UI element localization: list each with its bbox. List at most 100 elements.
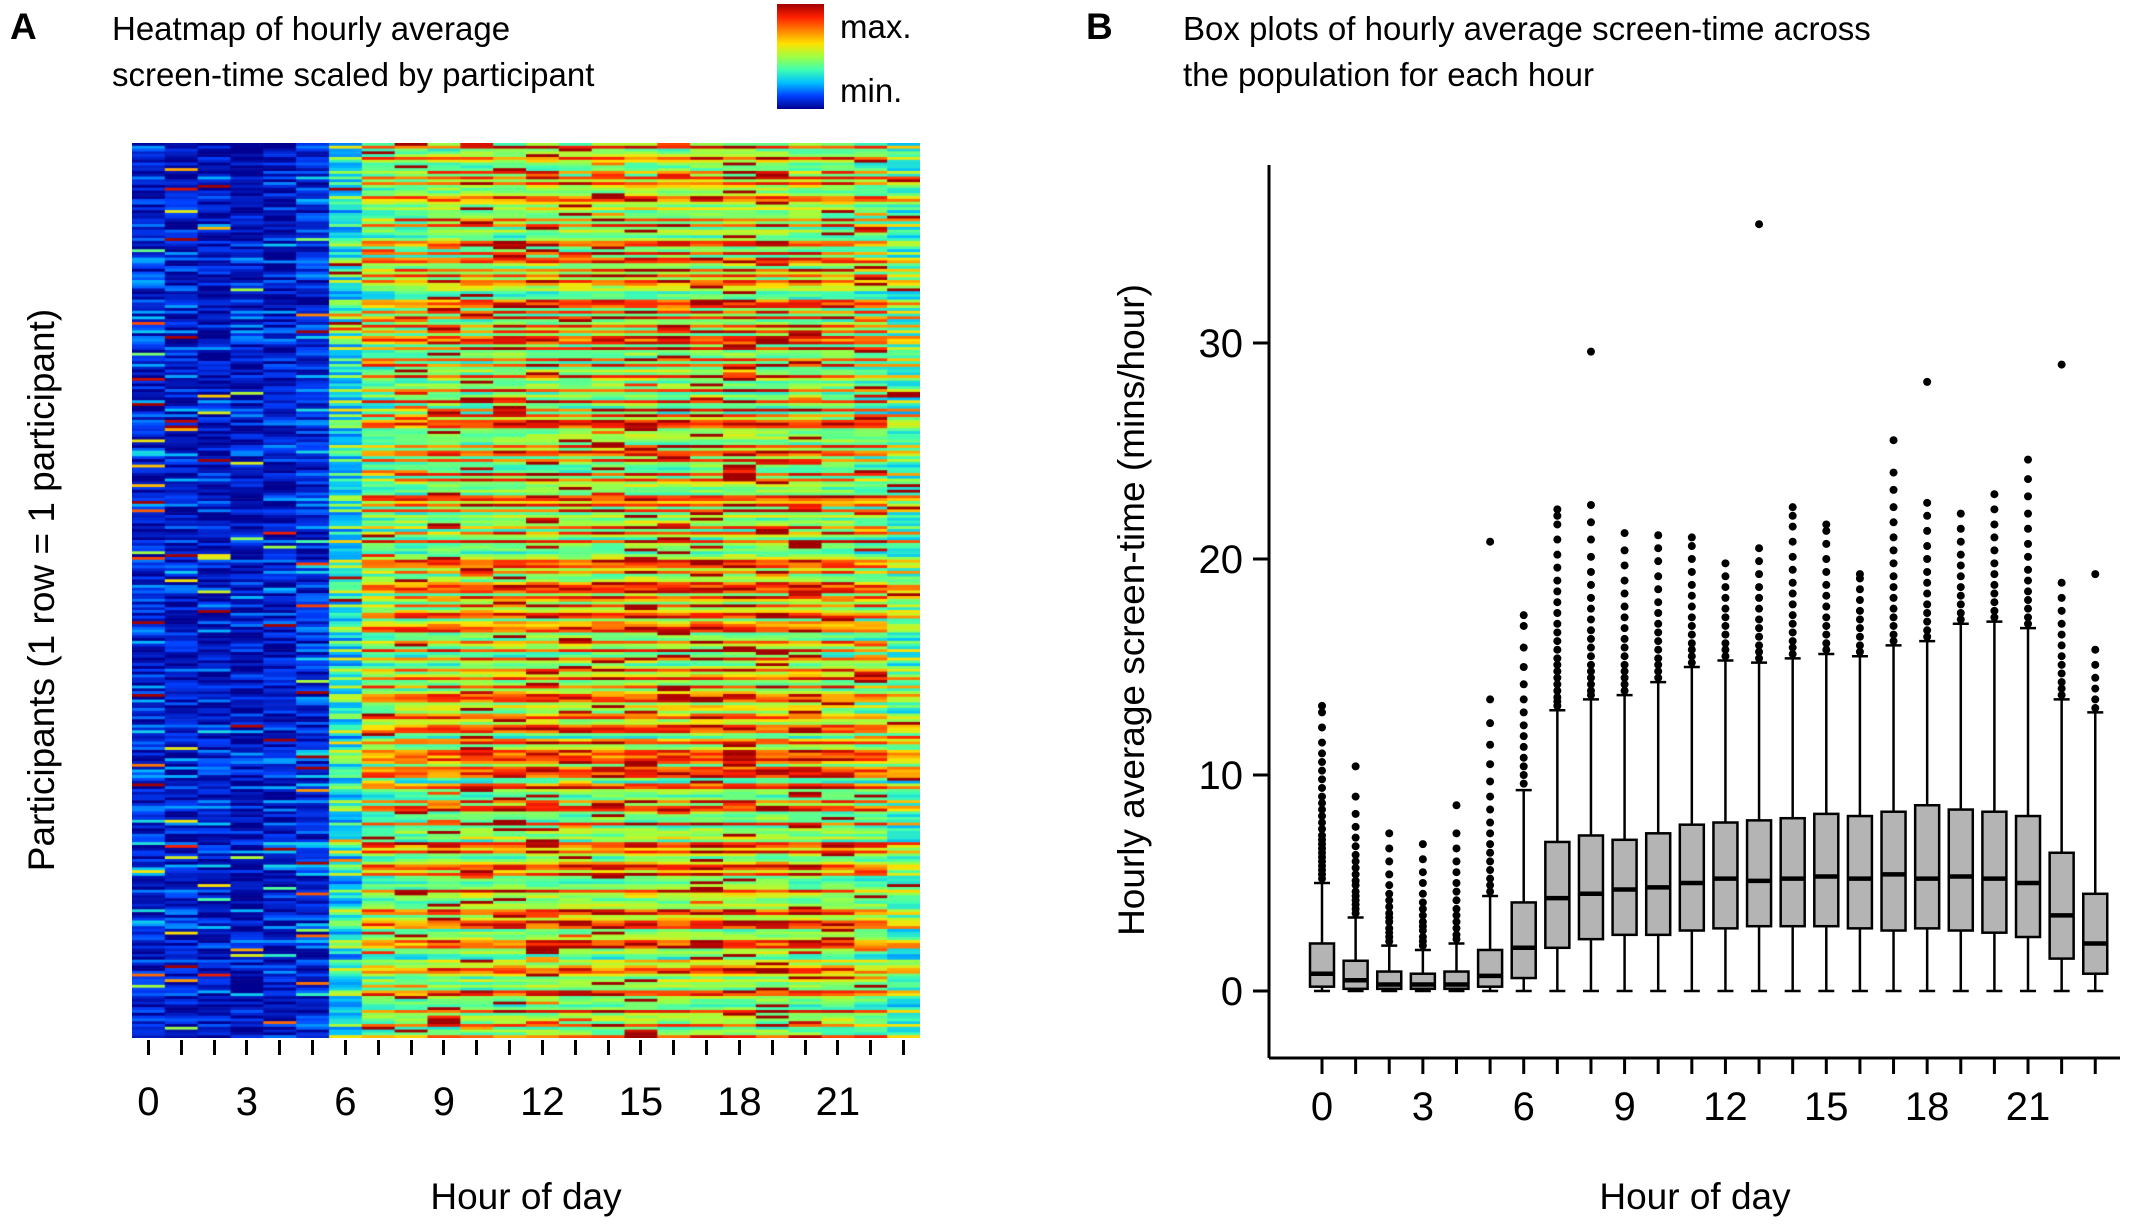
outlier-point [1351, 876, 1360, 885]
outlier-point [1788, 637, 1797, 646]
x-tick-label: 21 [2006, 1085, 2051, 1129]
outlier-point [1385, 857, 1394, 866]
outlier-point [1956, 600, 1965, 609]
outlier-point [1385, 829, 1394, 838]
outlier-point [2024, 509, 2033, 518]
outlier-point [2024, 576, 2033, 585]
box-hour-5 [1476, 948, 1504, 988]
heatmap-x-tick [311, 1040, 315, 1055]
outlier-point [1519, 771, 1528, 779]
outlier-point [1519, 621, 1528, 630]
outlier-point [1721, 639, 1730, 648]
outlier-point [1519, 762, 1528, 771]
outlier-point [1822, 639, 1831, 648]
outlier-point [1553, 550, 1562, 559]
outlier-point [1452, 844, 1461, 853]
outlier-point [1755, 632, 1764, 641]
outlier-point [1755, 604, 1764, 613]
outlier-point [1452, 896, 1461, 905]
heatmap-x-tick-label: 0 [137, 1080, 160, 1124]
outlier-point [1990, 533, 1999, 542]
outlier-point [2024, 475, 2033, 484]
outlier-point [1486, 874, 1495, 883]
outlier-point [1553, 667, 1562, 676]
outlier-point [1553, 609, 1562, 617]
outlier-point [1822, 555, 1831, 563]
outlier-point [1889, 436, 1898, 445]
outlier-point [2057, 619, 2066, 628]
outlier-point [1351, 870, 1360, 879]
outlier-point [1654, 654, 1663, 663]
x-tick-label: 9 [1613, 1085, 1635, 1129]
outlier-point [1654, 660, 1663, 669]
outlier-point [1923, 578, 1932, 587]
outlier-point [2091, 645, 2100, 654]
outlier-point [1687, 613, 1696, 622]
outlier-point [1956, 583, 1965, 592]
outlier-point [1788, 578, 1797, 587]
outlier-point [1351, 792, 1360, 801]
outlier-point [1721, 613, 1730, 622]
outlier-point [1586, 626, 1595, 635]
outlier-point [1418, 904, 1427, 913]
outlier-point [2024, 565, 2033, 574]
outlier-point [1855, 570, 1864, 579]
box-hour-14 [1779, 816, 1806, 928]
outlier-point [2024, 619, 2033, 628]
outlier-point [1385, 881, 1394, 890]
outlier-point [1351, 822, 1360, 831]
outlier-point [1956, 524, 1965, 533]
outlier-point [1586, 652, 1595, 661]
outlier-point [1586, 580, 1595, 589]
heatmap-x-tick [672, 1040, 676, 1055]
outlier-point [1822, 591, 1831, 600]
outlier-point [1822, 621, 1831, 630]
outlier-point [1822, 602, 1831, 611]
box-hour-19 [1947, 808, 1975, 932]
outlier-point [1923, 498, 1932, 507]
outlier-point [1586, 347, 1595, 356]
outlier-point [1923, 626, 1932, 635]
outlier-point [1956, 550, 1965, 559]
outlier-point [1586, 686, 1595, 695]
outlier-point [1486, 866, 1495, 875]
heatmap-x-tick-label: 6 [334, 1080, 357, 1124]
outlier-point [1990, 559, 1999, 568]
outlier-point [2024, 604, 2033, 613]
outlier-point [1519, 732, 1528, 741]
outlier-point [1620, 576, 1629, 585]
outlier-point [1923, 542, 1932, 551]
heatmap-x-tick [146, 1040, 150, 1055]
outlier-point [2057, 691, 2066, 700]
outlier-point [1889, 559, 1898, 568]
outlier-point [1687, 658, 1696, 667]
outlier-point [1553, 660, 1562, 669]
outlier-point [1923, 632, 1932, 641]
outlier-point [1318, 738, 1326, 747]
box-hour-22 [2048, 851, 2075, 960]
box-hour-16 [1846, 814, 1874, 930]
outlier-point [1519, 611, 1528, 620]
outlier-point [1822, 630, 1831, 639]
outlier-point [1788, 552, 1797, 561]
outlier-point [1990, 580, 1999, 589]
outlier-point [1654, 673, 1663, 682]
outlier-point [1889, 572, 1898, 581]
outlier-point [1654, 572, 1663, 581]
outlier-point [1452, 879, 1461, 887]
heatmap-x-tick [737, 1040, 741, 1055]
outlier-point [1351, 850, 1360, 859]
outlier-point [2057, 669, 2066, 678]
outlier-point [1553, 520, 1562, 529]
outlier-point [2091, 673, 2100, 682]
heatmap-x-tick [836, 1040, 840, 1055]
outlier-point [1923, 526, 1932, 535]
outlier-point [1956, 572, 1965, 581]
outlier-point [1788, 537, 1797, 546]
outlier-point [1586, 535, 1595, 544]
outlier-point [1990, 520, 1999, 529]
heatmap-x-tick [869, 1040, 873, 1055]
outlier-point [1385, 909, 1394, 918]
outlier-point [1620, 546, 1629, 555]
outlier-point [1318, 766, 1326, 775]
